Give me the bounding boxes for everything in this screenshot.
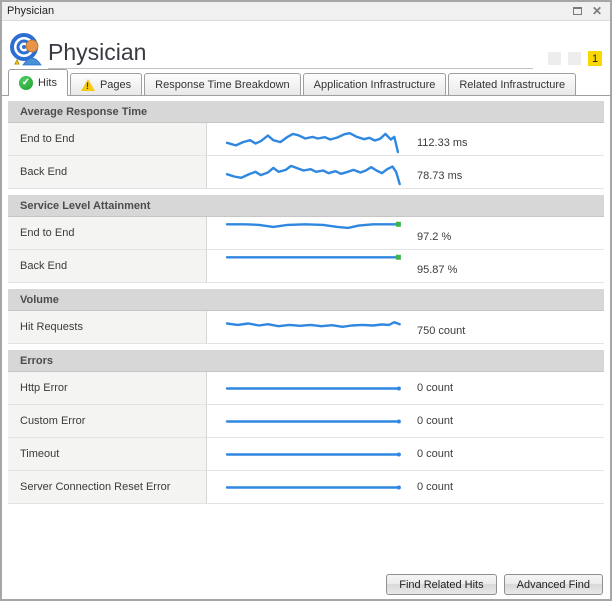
section-title: Average Response Time bbox=[20, 105, 148, 118]
metric-chart-cell: 0 count bbox=[207, 372, 604, 404]
endpoint-marker-dot bbox=[396, 386, 401, 391]
sparkline-chart bbox=[225, 131, 400, 154]
tab-label: Related Infrastructure bbox=[459, 78, 566, 91]
header-status-area: 1 bbox=[541, 51, 602, 66]
section-errors: Errors Http Error 0 count Custom Error 0 cou… bbox=[8, 350, 604, 504]
metric-chart-cell: 97.2 % bbox=[207, 217, 604, 249]
metric-chart-cell: 0 count bbox=[207, 405, 604, 437]
window-titlebar[interactable]: Physician ✕ bbox=[2, 2, 610, 21]
metric-value: 95.87 % bbox=[417, 264, 458, 276]
sparkline-chart bbox=[225, 452, 401, 457]
tab-hits[interactable]: ✓ Hits bbox=[8, 69, 68, 96]
metric-row-http-error: Http Error 0 count bbox=[8, 372, 604, 405]
sparkline-chart bbox=[225, 320, 401, 329]
tab-pages[interactable]: ! Pages bbox=[69, 73, 143, 95]
physician-target-icon bbox=[10, 33, 42, 66]
section-title: Errors bbox=[20, 354, 54, 367]
section-average-response-time: Average Response Time End to End 112.33 ms… bbox=[8, 101, 604, 189]
endpoint-marker-dot bbox=[396, 452, 401, 457]
sparkline-chart bbox=[225, 254, 401, 260]
status-box bbox=[548, 52, 561, 65]
metric-chart-cell: 78.73 ms bbox=[207, 156, 604, 188]
metric-label: Server Connection Reset Error bbox=[8, 471, 207, 503]
tab-label: Hits bbox=[38, 76, 57, 89]
tab-label: Response Time Breakdown bbox=[155, 78, 290, 91]
section-service-level-attainment: Service Level Attainment End to End 97.2 %… bbox=[8, 195, 604, 283]
metric-value: 0 count bbox=[417, 382, 454, 394]
sparkline-chart bbox=[225, 386, 401, 391]
page-header: Physician 1 bbox=[2, 21, 610, 69]
metric-label: Custom Error bbox=[8, 405, 207, 437]
metric-chart-cell: 0 count bbox=[207, 471, 604, 503]
sparkline-chart bbox=[225, 485, 401, 490]
maximize-button[interactable] bbox=[569, 4, 585, 18]
warning-icon: ! bbox=[80, 78, 95, 92]
tab-application-infrastructure[interactable]: Application Infrastructure bbox=[302, 73, 447, 95]
metric-row-back-end: Back End 78.73 ms bbox=[8, 156, 604, 189]
metric-row-custom-error: Custom Error 0 count bbox=[8, 405, 604, 438]
metric-value: 0 count bbox=[417, 481, 454, 493]
alert-count-badge[interactable]: 1 bbox=[588, 51, 602, 66]
tab-response-time-breakdown[interactable]: Response Time Breakdown bbox=[144, 73, 301, 95]
section-volume: Volume Hit Requests 750 count bbox=[8, 289, 604, 344]
close-button[interactable]: ✕ bbox=[589, 4, 605, 18]
section-title: Volume bbox=[20, 293, 59, 306]
metric-label: End to End bbox=[8, 123, 207, 155]
endpoint-marker-dot bbox=[396, 485, 401, 490]
metric-label: Back End bbox=[8, 156, 207, 188]
sparkline-chart bbox=[225, 164, 401, 186]
metric-chart-cell: 0 count bbox=[207, 438, 604, 470]
metric-row-back-end: Back End 95.87 % bbox=[8, 250, 604, 283]
metric-chart-cell: 112.33 ms bbox=[207, 123, 604, 155]
metrics-content: Average Response Time End to End 112.33 ms… bbox=[2, 96, 610, 504]
metric-row-end-to-end: End to End 97.2 % bbox=[8, 217, 604, 250]
endpoint-marker-dot bbox=[396, 419, 401, 424]
status-box bbox=[568, 52, 581, 65]
section-header: Service Level Attainment bbox=[8, 195, 604, 217]
page-title: Physician bbox=[48, 39, 147, 65]
metric-row-end-to-end: End to End 112.33 ms bbox=[8, 123, 604, 156]
section-header: Volume bbox=[8, 289, 604, 311]
metric-value: 97.2 % bbox=[417, 231, 452, 243]
check-icon: ✓ bbox=[19, 75, 33, 90]
metric-label: Hit Requests bbox=[8, 311, 207, 343]
tab-label: Application Infrastructure bbox=[313, 78, 436, 91]
metric-label: Http Error bbox=[8, 372, 207, 404]
close-icon: ✕ bbox=[591, 4, 603, 18]
metric-value: 112.33 ms bbox=[417, 137, 468, 149]
metric-row-server-connection-reset-error: Server Connection Reset Error 0 count bbox=[8, 471, 604, 504]
endpoint-marker-green bbox=[395, 254, 401, 260]
window-title: Physician bbox=[7, 5, 55, 17]
find-related-hits-button[interactable]: Find Related Hits bbox=[386, 574, 497, 595]
section-title: Service Level Attainment bbox=[20, 199, 151, 212]
metric-value: 0 count bbox=[417, 448, 454, 460]
header-underline: Physician bbox=[48, 21, 533, 69]
metric-row-timeout: Timeout 0 count bbox=[8, 438, 604, 471]
sparkline-chart bbox=[225, 221, 401, 230]
metric-label: End to End bbox=[8, 217, 207, 249]
sparkline-chart bbox=[225, 419, 401, 424]
maximize-icon bbox=[572, 7, 582, 15]
section-header: Errors bbox=[8, 350, 604, 372]
metric-chart-cell: 95.87 % bbox=[207, 250, 604, 282]
metric-value: 78.73 ms bbox=[417, 170, 463, 182]
tab-bar: ✓ Hits! Pages Response Time Breakdown Applic… bbox=[2, 69, 610, 96]
tab-related-infrastructure[interactable]: Related Infrastructure bbox=[448, 73, 577, 95]
endpoint-marker-green bbox=[395, 221, 401, 227]
metric-label: Timeout bbox=[8, 438, 207, 470]
footer-button-bar: Find Related Hits Advanced Find bbox=[386, 574, 603, 595]
metric-value: 0 count bbox=[417, 415, 454, 427]
metric-value: 750 count bbox=[417, 325, 466, 337]
section-header: Average Response Time bbox=[8, 101, 604, 123]
metric-label: Back End bbox=[8, 250, 207, 282]
advanced-find-button[interactable]: Advanced Find bbox=[503, 574, 603, 595]
metric-chart-cell: 750 count bbox=[207, 311, 604, 343]
tab-label: Pages bbox=[99, 78, 132, 91]
metric-row-hit-requests: Hit Requests 750 count bbox=[8, 311, 604, 344]
